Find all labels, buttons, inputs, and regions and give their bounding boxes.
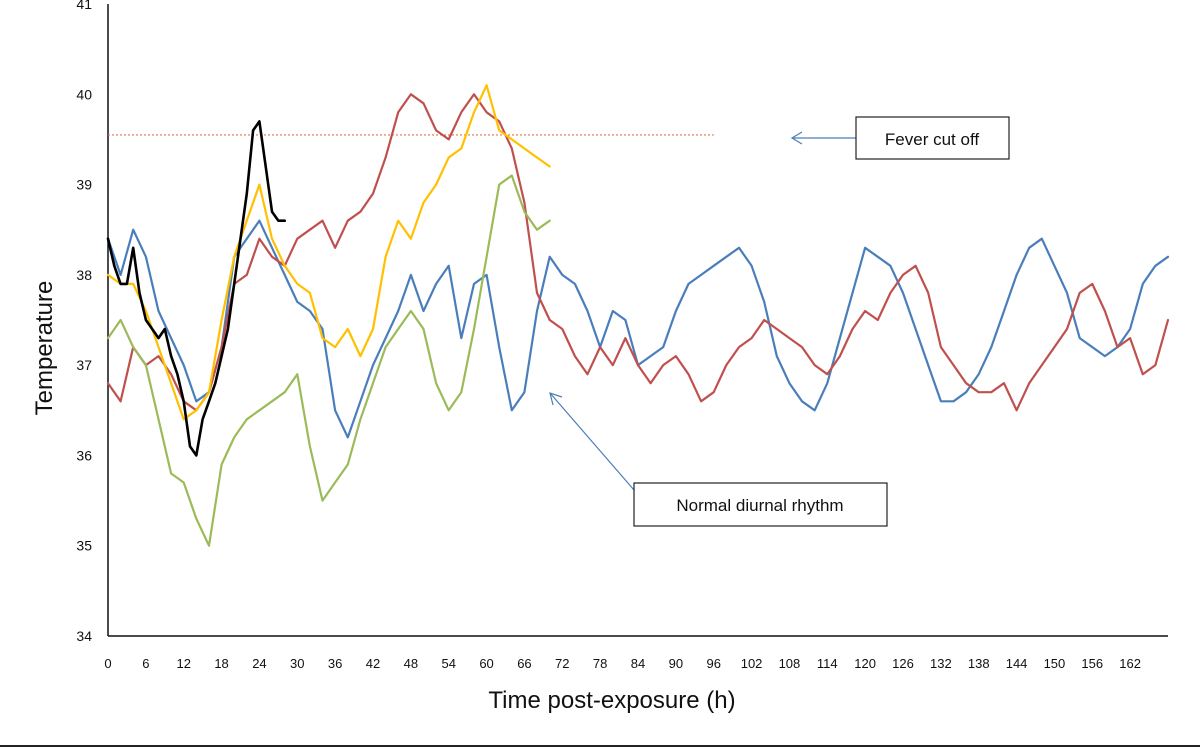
x-tick-label: 114 [817,656,838,671]
fever-cutoff-label-box [855,116,1010,160]
y-tick-label: 34 [76,628,92,644]
y-tick-label: 38 [76,267,92,283]
x-tick-label: 6 [142,656,149,671]
diurnal-rhythm-annotation: Normal diurnal rhythm [549,392,888,527]
x-tick-label: 66 [517,656,531,671]
x-tick-label: 24 [252,656,266,671]
x-tick-label: 0 [104,656,111,671]
x-tick-label: 12 [176,656,190,671]
x-tick-label: 138 [968,656,990,671]
series-line-5 [106,120,287,457]
x-tick-label: 96 [706,656,720,671]
x-tick-label: 54 [441,656,455,671]
x-tick-label: 108 [779,656,801,671]
x-tick-label: 36 [328,656,342,671]
x-tick-label: 150 [1044,656,1066,671]
x-tick-labels: 0 6 12 18 24 30 36 42 48 54 60 66 72 78 84 90 96 102 108 11… [104,656,1141,671]
x-axis-title: Time post-exposure (h) [488,687,735,714]
y-axis-title: Temperature [31,281,58,416]
diurnal-rhythm-label: Normal diurnal rhythm [676,496,843,515]
series-line-3 [106,84,551,421]
y-tick-label: 36 [76,447,92,463]
fever-cutoff-label: Fever cut off [885,130,979,149]
diurnal-rhythm-label-box [633,482,888,527]
x-tick-label: 120 [854,656,876,671]
diurnal-rhythm-arrowhead [549,392,563,406]
x-tick-label: 162 [1119,656,1141,671]
x-tick-label: 132 [930,656,952,671]
y-tick-label: 35 [76,538,92,554]
x-tick-label: 156 [1081,656,1103,671]
x-tick-label: 48 [404,656,418,671]
x-tick-label: 60 [479,656,493,671]
y-tick-labels: 34 35 36 37 38 39 40 41 [76,0,92,644]
series-line-4 [106,174,551,547]
x-tick-label: 84 [631,656,645,671]
x-tick-label: 90 [669,656,683,671]
x-tick-label: 18 [214,656,228,671]
axes [107,4,1168,637]
fever-cutoff-annotation: Fever cut off [790,116,1010,160]
bottom-rule [0,745,1200,747]
y-tick-label: 37 [76,357,92,373]
y-tick-label: 40 [76,86,92,102]
series-layer [106,84,1170,547]
y-tick-label: 41 [76,0,92,12]
fever-cutoff-arrowhead [790,131,803,145]
x-tick-label: 144 [1006,656,1028,671]
x-tick-label: 30 [290,656,304,671]
x-tick-label: 78 [593,656,607,671]
x-tick-label: 42 [366,656,380,671]
diurnal-rhythm-arrow [549,392,635,491]
y-tick-label: 39 [76,177,92,193]
x-tick-label: 102 [741,656,763,671]
x-tick-label: 126 [892,656,914,671]
x-tick-label: 72 [555,656,569,671]
